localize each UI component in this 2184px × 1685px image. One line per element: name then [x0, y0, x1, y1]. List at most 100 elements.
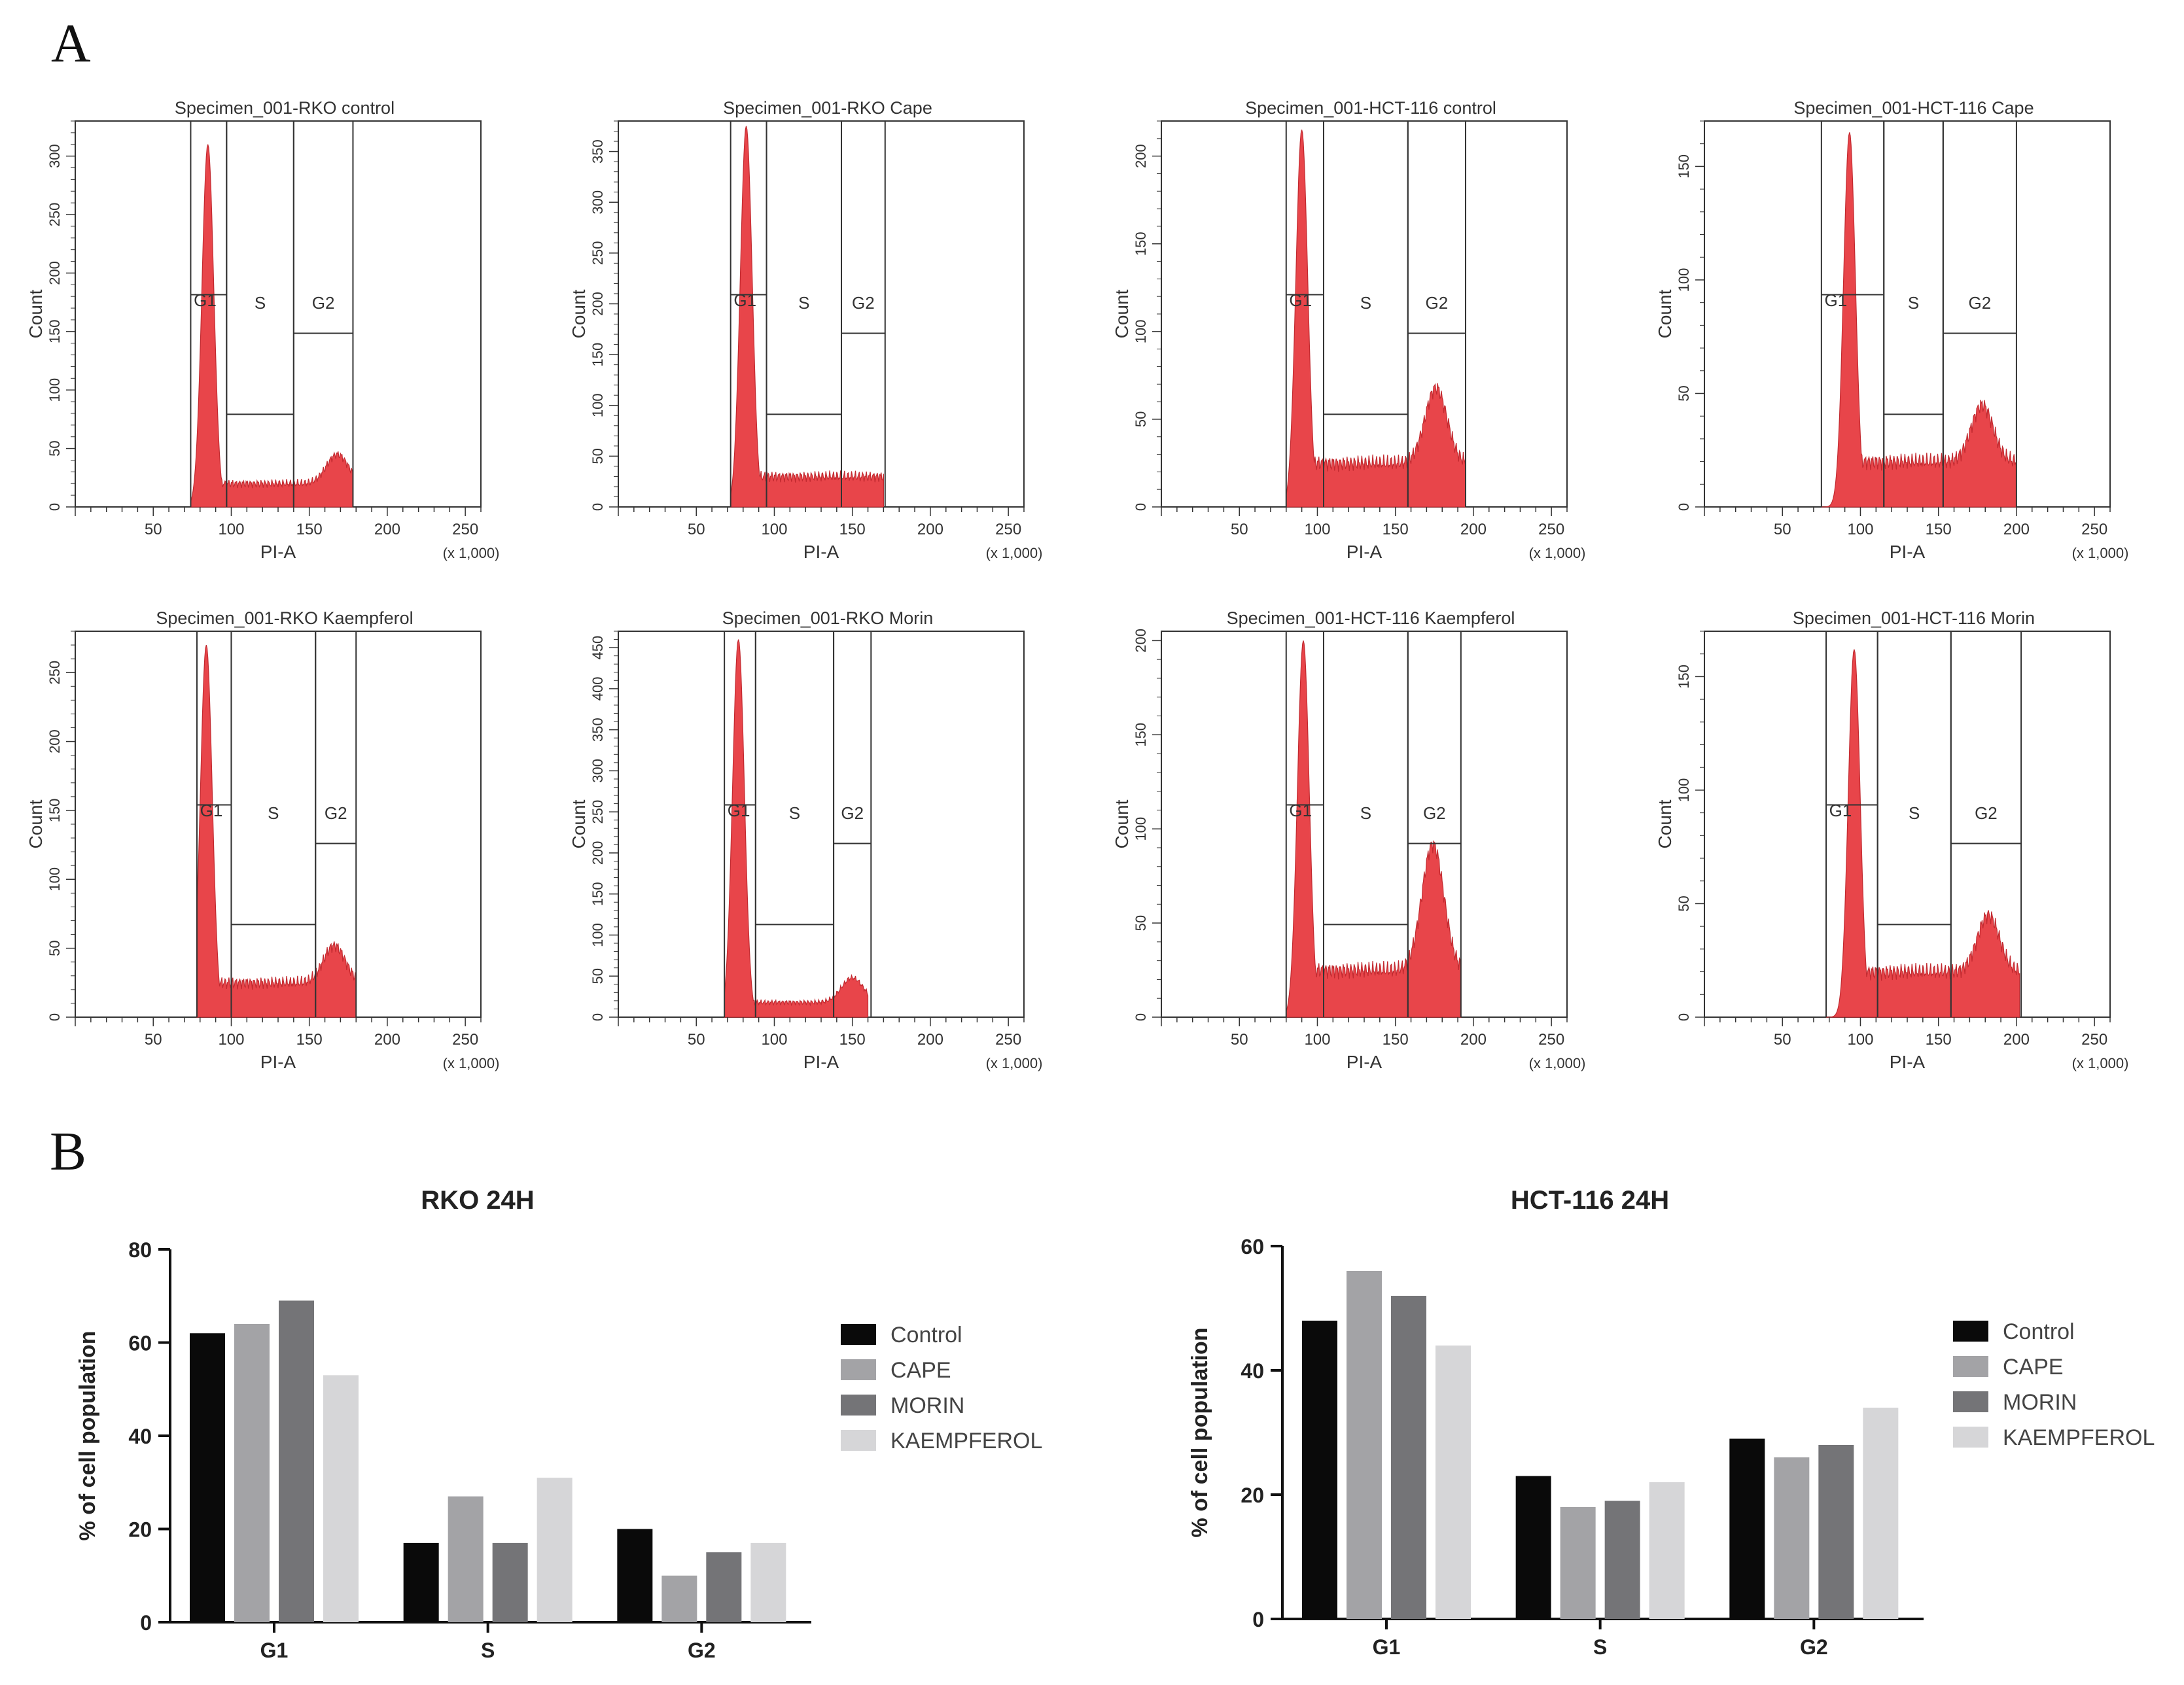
y-tick-label: 50: [46, 940, 63, 956]
x-tick-label: G1: [1373, 1635, 1401, 1659]
gate-label-s: S: [1360, 803, 1371, 823]
bar-control: [617, 1529, 653, 1622]
y-tick-label: 100: [46, 867, 63, 892]
y-tick-label: 450: [590, 636, 606, 660]
histogram-area: [1286, 130, 1466, 508]
y-tick-label: 200: [1133, 144, 1149, 168]
x-axis-label: PI-A: [260, 542, 296, 562]
bar-chart-title: HCT-116 24H: [1511, 1186, 1669, 1215]
gate-label-s: S: [789, 803, 800, 823]
bar-control: [1729, 1438, 1765, 1619]
y-tick-label: 0: [590, 503, 606, 511]
y-tick-label: 150: [590, 882, 606, 906]
x-tick-label: 150: [1926, 521, 1952, 538]
y-tick-label: 200: [46, 729, 63, 754]
x-tick-label: 100: [1304, 1031, 1330, 1049]
bar-charts-svg: RKO 24H 0 20 40 60 80 % of cell population G1 S G…: [75, 1186, 2155, 1662]
x-tick-label: 200: [1460, 521, 1487, 538]
x-tick-label: 250: [995, 1031, 1021, 1049]
legend-label: CAPE: [2003, 1355, 2064, 1380]
bar-kaempferol: [537, 1478, 572, 1622]
histogram-title: Specimen_001-RKO Kaempferol: [156, 608, 413, 628]
histogram-area: [1286, 640, 1462, 1018]
y-tick-label: 150: [46, 799, 63, 823]
histogram-svg: Specimen_001-HCT-116 Morin G1 S G2 50 100 150 2…: [1655, 608, 2129, 1072]
x-tick-label: 150: [1926, 1031, 1952, 1049]
bar-chart-rko: RKO 24H 0 20 40 60 80 % of cell population G1 S G…: [75, 1186, 1042, 1662]
y-tick-label: 100: [1133, 319, 1149, 343]
bar-morin: [279, 1300, 314, 1622]
x-tick-label: 200: [2003, 1031, 2030, 1049]
y-tick-label: 250: [46, 203, 63, 227]
y-tick-label: 300: [46, 144, 63, 168]
x-tick-label: G2: [1800, 1635, 1828, 1659]
histogram-panel: Specimen_001-HCT-116 Morin G1 S G2 50 100 150 2…: [1649, 608, 2172, 1105]
legend-label: Control: [890, 1323, 962, 1347]
x-axis-label: PI-A: [1347, 542, 1383, 562]
x-tick-label: 200: [917, 1031, 943, 1049]
y-axis-label: % of cell population: [1188, 1327, 1212, 1537]
plot-frame: [618, 631, 1025, 1018]
plot-frame: [75, 631, 482, 1018]
bar-chart-title: RKO 24H: [421, 1186, 534, 1215]
x-tick-label: S: [1593, 1635, 1607, 1659]
histogram-title: Specimen_001-RKO Morin: [722, 608, 934, 628]
x-scale-note: (x 1,000): [443, 1055, 500, 1071]
panel-label-b: B: [50, 1121, 87, 1182]
plot-frame: [1161, 120, 1568, 508]
y-tick-label: 0: [1676, 1013, 1692, 1021]
legend-label: KAEMPFEROL: [2003, 1425, 2155, 1450]
y-tick-label: 100: [1676, 778, 1692, 803]
gate-label-g2: G2: [852, 293, 875, 313]
histogram-title: Specimen_001-HCT-116 Kaempferol: [1227, 608, 1515, 628]
histogram-area: [1821, 132, 2017, 508]
y-axis-label: % of cell population: [75, 1330, 100, 1540]
y-tick-label: 80: [128, 1238, 152, 1262]
y-tick-label: 200: [590, 292, 606, 316]
y-tick-label: 150: [1133, 723, 1149, 747]
y-tick-label: 300: [590, 190, 606, 215]
x-tick-label: 250: [995, 521, 1021, 538]
bar-kaempferol: [323, 1375, 359, 1622]
y-tick-label: 250: [590, 800, 606, 824]
y-tick-label: 0: [1252, 1608, 1264, 1631]
gate-label-s: S: [1909, 803, 1920, 823]
legend-swatch: [841, 1359, 876, 1380]
plot-frame: [1704, 120, 2111, 508]
x-tick-label: S: [481, 1639, 495, 1662]
x-tick-label: 150: [296, 1031, 323, 1049]
y-tick-label: 50: [590, 968, 606, 984]
x-tick-label: 50: [1774, 521, 1791, 538]
bar-kaempferol: [1649, 1482, 1685, 1619]
bar-morin: [1604, 1501, 1640, 1619]
x-tick-label: 50: [145, 1031, 162, 1049]
y-axis-label: Count: [1655, 289, 1675, 338]
gate-label-g1: G1: [194, 290, 217, 310]
legend-label: KAEMPFEROL: [890, 1429, 1042, 1453]
y-tick-label: 50: [1133, 915, 1149, 931]
x-tick-label: 150: [296, 521, 323, 538]
y-tick-label: 150: [1676, 154, 1692, 179]
legend-label: MORIN: [2003, 1390, 2077, 1415]
histogram-svg: Specimen_001-RKO Morin G1 S G2 50 100 150 200 25…: [569, 608, 1042, 1072]
x-tick-label: 150: [839, 521, 866, 538]
histogram-title: Specimen_001-RKO control: [175, 98, 395, 118]
x-tick-label: 150: [1383, 1031, 1409, 1049]
x-tick-label: 100: [218, 1031, 244, 1049]
x-scale-note: (x 1,000): [2072, 1055, 2129, 1071]
x-tick-label: 200: [1460, 1031, 1487, 1049]
x-tick-label: 150: [1383, 521, 1409, 538]
y-tick-label: 40: [128, 1425, 152, 1448]
plot-frame: [1704, 631, 2111, 1018]
y-tick-label: 200: [46, 261, 63, 285]
x-tick-label: 50: [1231, 521, 1248, 538]
x-scale-note: (x 1,000): [986, 545, 1043, 561]
gate-label-s: S: [255, 293, 266, 313]
legend-swatch: [841, 1430, 876, 1451]
gate-label-g1: G1: [1289, 290, 1312, 310]
x-tick-label: 100: [1304, 521, 1330, 538]
x-tick-label: 250: [452, 1031, 478, 1049]
bar-cape: [661, 1575, 697, 1622]
x-tick-label: 100: [1847, 521, 1873, 538]
x-tick-label: 250: [2081, 521, 2107, 538]
